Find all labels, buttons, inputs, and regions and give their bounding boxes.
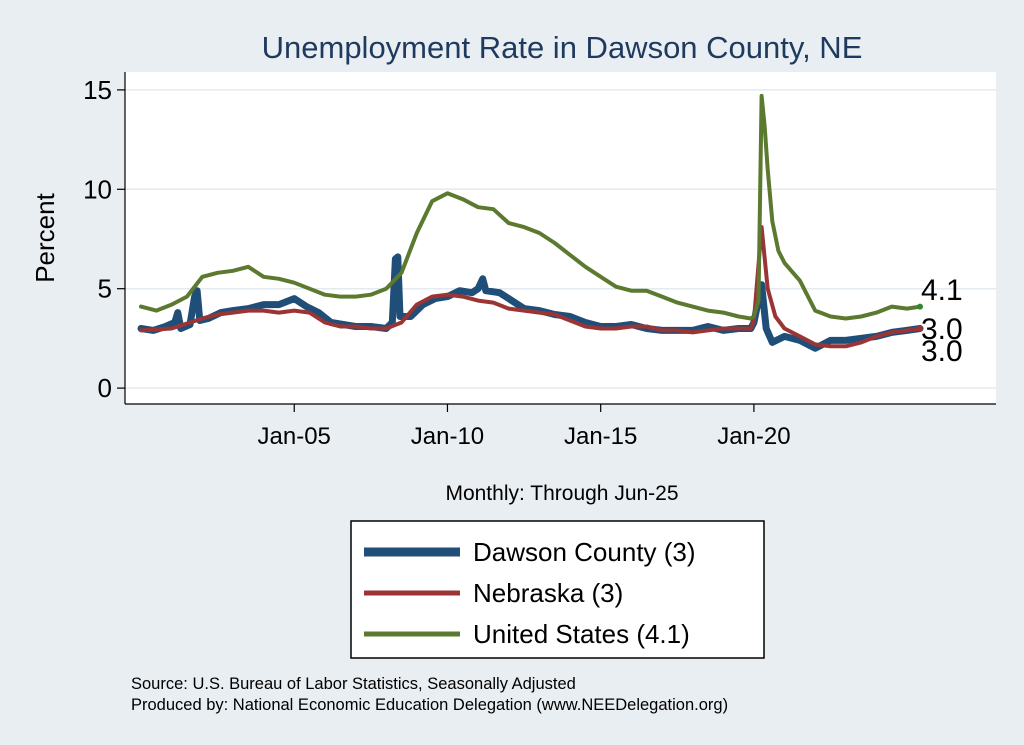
legend-label-nebraska: Nebraska (3) <box>473 578 623 608</box>
x-axis: Jan-05 Jan-10 Jan-15 Jan-20 <box>258 404 791 450</box>
produced-note: Produced by: National Economic Education… <box>131 696 728 714</box>
y-tick-label-10: 10 <box>83 174 112 204</box>
x-axis-label: Monthly: Through Jun-25 <box>445 482 678 505</box>
y-axis-label: Percent <box>30 192 60 282</box>
series-line-united-states <box>139 93 922 321</box>
y-tick-label-15: 15 <box>83 75 112 105</box>
plot-area <box>125 72 996 404</box>
gridlines <box>125 89 996 389</box>
chart-title: Unemployment Rate in Dawson County, NE <box>262 30 863 65</box>
source-note: Source: U.S. Bureau of Labor Statistics,… <box>131 675 576 693</box>
series-end-markers <box>917 303 923 332</box>
end-label-nebraska: 3.0 <box>921 313 963 346</box>
x-tick-label-2015: Jan-15 <box>564 423 637 450</box>
x-tick-label-2010: Jan-10 <box>411 423 484 450</box>
series-end-labels: 3.03.0 4.1 <box>921 274 963 368</box>
legend-label-united-states: United States (4.1) <box>473 619 690 649</box>
x-tick-label-2005: Jan-05 <box>258 423 331 450</box>
legend: Dawson County (3) Nebraska (3) United Stat… <box>350 520 765 659</box>
y-tick-label-5: 5 <box>98 274 112 304</box>
legend-label-dawson-county: Dawson County (3) <box>473 537 696 567</box>
x-tick-label-2020: Jan-20 <box>717 423 790 450</box>
series-lines <box>137 93 924 352</box>
y-axis: 0 5 10 15 <box>83 75 125 403</box>
series-end-marker-united-states <box>917 303 923 310</box>
end-label-united-states: 4.1 <box>921 274 963 307</box>
end-label-dawson-county: 3.0 <box>921 335 963 368</box>
series-end-marker-nebraska <box>917 325 923 332</box>
legend-items: Dawson County (3) Nebraska (3) United Stat… <box>364 537 696 649</box>
y-tick-label-0: 0 <box>98 373 112 403</box>
series-line-nebraska <box>139 225 922 349</box>
